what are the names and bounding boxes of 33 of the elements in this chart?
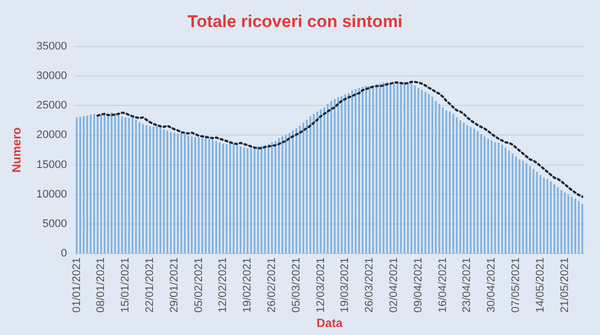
x-tick-label: 07/05/2021 bbox=[510, 258, 522, 313]
x-tick-label: 01/01/2021 bbox=[70, 258, 83, 313]
x-tick-label: 15/01/2021 bbox=[120, 258, 132, 313]
x-tick-label: 12/02/2021 bbox=[217, 258, 230, 313]
x-tick-label: 02/04/2021 bbox=[388, 258, 400, 313]
y-tick-label: 15000 bbox=[36, 158, 67, 171]
x-tick-label: 09/04/2021 bbox=[412, 258, 424, 313]
x-tick-label: 22/01/2021 bbox=[144, 258, 156, 313]
y-tick-label: 30000 bbox=[36, 70, 67, 82]
x-tick-label: 29/01/2021 bbox=[168, 258, 180, 313]
x-tick-label: 26/02/2021 bbox=[266, 258, 278, 313]
x-tick-label: 14/05/2021 bbox=[534, 258, 546, 313]
y-tick-label: 5000 bbox=[42, 218, 67, 230]
x-tick-label: 19/03/2021 bbox=[339, 258, 352, 313]
x-tick-label: 30/04/2021 bbox=[486, 258, 498, 313]
y-tick-label: 25000 bbox=[36, 100, 67, 112]
x-tick-label: 21/05/2021 bbox=[558, 258, 571, 313]
y-tick-label: 0 bbox=[60, 248, 67, 260]
x-tick-label: 16/04/2021 bbox=[436, 258, 449, 313]
x-tick-label: 19/02/2021 bbox=[242, 258, 254, 313]
line-series bbox=[96, 80, 584, 198]
x-tick-label: 05/03/2021 bbox=[290, 258, 302, 313]
y-axis-title: Numero bbox=[10, 127, 24, 173]
x-tick-label: 05/02/2021 bbox=[192, 258, 205, 313]
x-axis-title: Data bbox=[316, 316, 343, 330]
chart-title: Totale ricoveri con sintomi bbox=[187, 12, 403, 31]
x-tick-label: 08/01/2021 bbox=[95, 258, 108, 313]
x-tick-label: 26/03/2021 bbox=[364, 258, 376, 313]
y-tick-label: 35000 bbox=[36, 40, 67, 52]
x-tick-label: 12/03/2021 bbox=[314, 258, 327, 313]
y-tick-label: 20000 bbox=[36, 129, 67, 142]
y-tick-label: 10000 bbox=[36, 188, 67, 200]
x-tick-label: 23/04/2021 bbox=[461, 258, 474, 313]
